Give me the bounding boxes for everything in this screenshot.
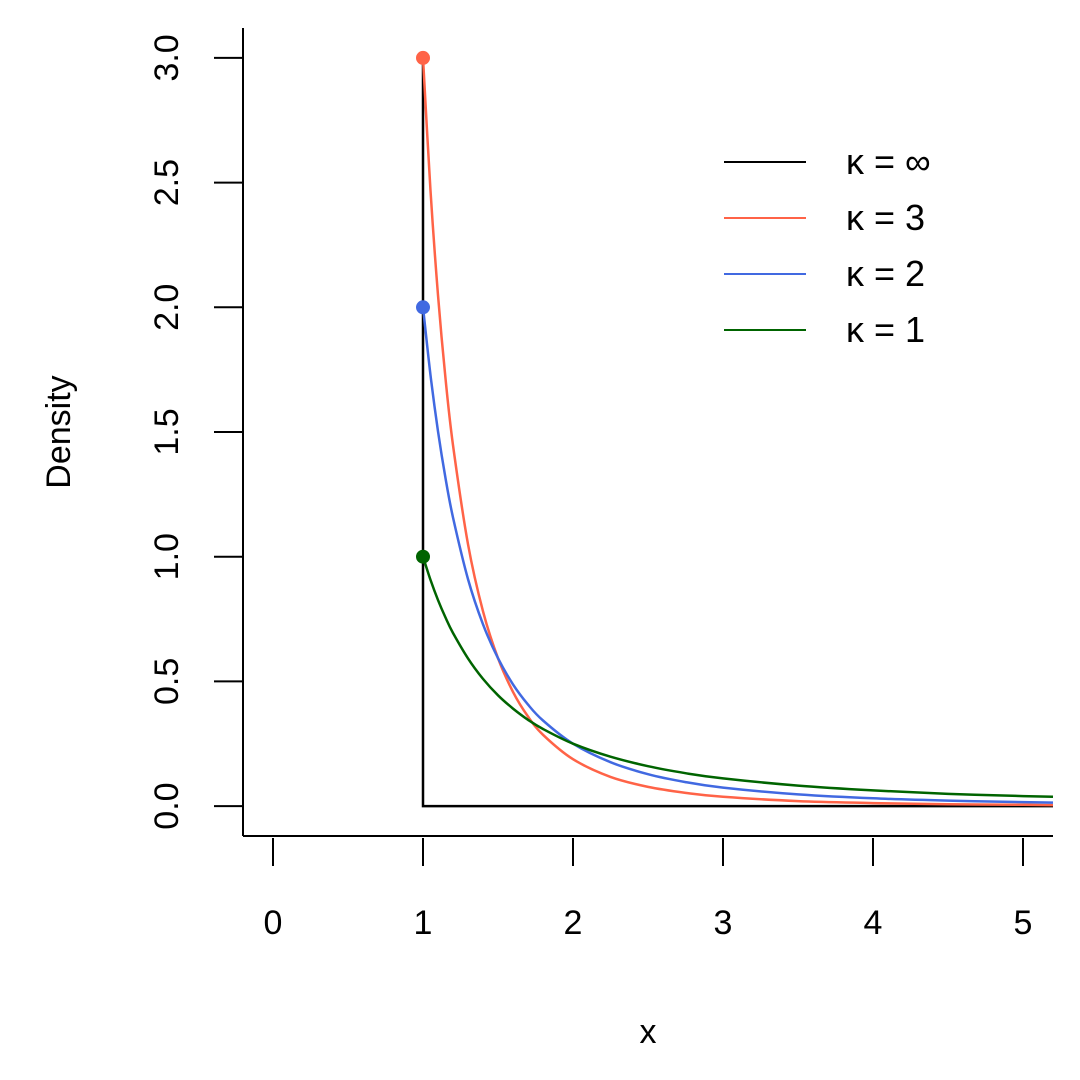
y-axis-title: Density [40,375,78,488]
endpoint-marker-2 [416,300,430,315]
axes: 0 1 2 3 4 5 0.0 0.5 1.0 1.5 2.0 2.5 3.0 [148,28,1053,942]
legend: κ = ∞ κ = 3 κ = 2 κ = 1 [724,141,931,350]
series-line-3 [421,556,1054,799]
x-tick-label-2: 2 [564,904,583,942]
legend-label-0: κ = ∞ [846,141,931,182]
y-tick-label-3: 1.5 [148,408,186,455]
y-tick-label-4: 2.0 [148,284,186,331]
x-tick-label-5: 5 [1014,904,1033,942]
x-axis-title: x [640,1013,657,1051]
legend-label-2: κ = 2 [846,253,925,294]
series-line-1 [421,57,1054,807]
x-tick-label-4: 4 [864,904,883,942]
endpoint-marker-3 [416,549,430,564]
y-tick-label-6: 3.0 [148,34,186,81]
y-tick-label-0: 0.0 [148,782,186,829]
legend-label-1: κ = 3 [846,197,925,238]
series-line-0 [421,57,1053,808]
endpoint-marker-1 [416,50,430,65]
x-tick-label-1: 1 [414,904,433,942]
y-tick-label-2: 1.0 [148,533,186,580]
legend-label-3: κ = 1 [846,309,925,350]
x-tick-label-0: 0 [264,904,283,942]
series-line-2 [421,307,1054,804]
series-layer [421,57,1054,808]
y-tick-label-1: 0.5 [148,658,186,705]
x-tick-label-3: 3 [714,904,733,942]
y-tick-label-5: 2.5 [148,159,186,206]
endpoint-markers [416,50,430,564]
